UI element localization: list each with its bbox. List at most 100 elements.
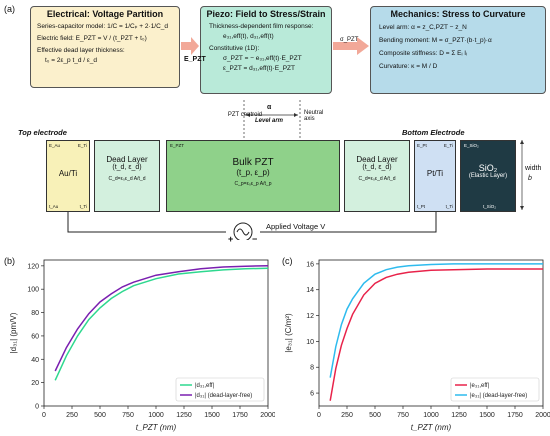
mechanics-line-3: Composite stiffness: D = Σ Eᵢ Iᵢ (379, 50, 468, 57)
layer-pt-ti-name: Pt/Ti (426, 169, 444, 178)
chart-c-legend-label-2: |e₃₁| (dead-layer-free) (470, 393, 527, 399)
layer-au-ti-br: t_Ti (79, 204, 87, 209)
top-electrode-label: Top electrode (18, 128, 67, 137)
circuit-wire (67, 212, 226, 233)
electrical-line-4: t₀ = 2ε_p t_d / ε_d (45, 57, 98, 64)
chart-e31: 0 250 500 750 1000 1250 1500 1750 2000 6 8 10 12 14 16… (284, 259, 550, 432)
layer-dead-bottom-sub: (t_d, ε_d) (362, 164, 392, 171)
panel-b-label: (b) (4, 256, 15, 266)
layer-pt-ti-br: t_Ti (445, 204, 453, 209)
layer-sio2-name: SiO₂ (478, 163, 498, 173)
chart-b-xtick-label: 1250 (176, 412, 192, 419)
layer-dead-bottom: Dead Layer (t_d, ε_d) C_d=ε₀ε_d A/t_d (344, 140, 410, 212)
layer-bulk-pzt: E_PZT Bulk PZT (t_p, ε_p) C_p=ε₀ε_p A/t_… (166, 140, 340, 212)
chart-b-xtick-label: 500 (94, 412, 106, 419)
chart-b-xtick-label: 2000 (260, 412, 275, 419)
chart-c-series-1-line (329, 268, 543, 401)
chart-c-series-2-line (329, 263, 543, 378)
chart-b-xtick-label: 750 (122, 412, 134, 419)
arrow-label-sigma-pzt: σ_PZT (340, 37, 359, 43)
chart-b-ytick-label: 120 (27, 263, 39, 270)
layer-sio2-bl: t_SiO₂ (483, 204, 497, 209)
layer-pt-ti-bl: t_Pt (417, 204, 426, 209)
chart-b-xtick-label: 1750 (232, 412, 248, 419)
electrical-line-1: Series-capacitor model: 1/C = 1/Cₚ + 2·1… (37, 23, 169, 30)
piezo-box: Piezo: Field to Stress/Strain Thickness-… (200, 6, 332, 94)
layer-pt-ti-tl: E_Pt (417, 143, 427, 148)
chart-c-ytick-label: 10 (306, 339, 314, 346)
chart-b-xtick-label: 0 (42, 412, 46, 419)
piezo-line-3: Constitutive (1D): (209, 45, 260, 52)
chart-c-xtick-label: 750 (397, 412, 409, 419)
layer-bulk-pzt-formula: C_p=ε₀ε_p A/t_p (234, 181, 272, 187)
piezo-line-1: Thickness-dependent film response: (209, 23, 314, 30)
panel-a-label: (a) (4, 4, 15, 14)
layer-sio2: E_SiO₂ SiO₂ (Elastic Layer) t_SiO₂ (460, 140, 516, 212)
chart-c-xtick-label: 250 (341, 412, 353, 419)
layer-pt-ti-tr: E_Ti (443, 143, 453, 148)
chart-c-ylabel: |e₃₁| (C/m²) (284, 313, 293, 353)
layer-bulk-pzt-sub: (t_p, ε_p) (236, 168, 270, 177)
chart-c-xtick-label: 2000 (535, 412, 550, 419)
piezo-line-5: ε_PZT = d₃₁,eff(t)·E_PZT (223, 65, 295, 72)
level-arm-label: Level arm (255, 118, 284, 124)
layer-bulk-pzt-tl: E_PZT (170, 143, 185, 148)
layer-bulk-pzt-name: Bulk PZT (232, 157, 274, 168)
chart-c-ytick-label: 6 (310, 391, 314, 398)
bottom-electrode-label: Bottom Electrode (402, 128, 465, 137)
chart-b-legend-label-2: |d₃₁| (dead-layer-free) (195, 393, 252, 399)
layer-au-ti-name: Au/Ti (58, 169, 78, 178)
plus-sign: + (228, 234, 234, 244)
chart-c-xtick-label: 1500 (479, 412, 495, 419)
panel-c-label: (c) (282, 256, 293, 266)
chart-c-ytick-label: 12 (306, 313, 314, 320)
arrow-piezo-to-mechanics (333, 37, 369, 55)
chart-c-xtick-label: 1750 (507, 412, 523, 419)
chart-b-legend-label-1: |d₃₁,eff| (195, 383, 215, 389)
chart-c-legend (450, 377, 540, 402)
piezo-title: Piezo: Field to Stress/Strain (206, 9, 326, 19)
mechanics-line-2: Bending moment: M = σ_PZT·(b·t_p)·α (379, 37, 492, 44)
chart-c-ytick-label: 14 (306, 287, 314, 294)
chart-b-xtick-label: 1000 (148, 412, 164, 419)
arrow-electrical-to-piezo (181, 37, 199, 55)
pzt-centroid-label: PZT centroid (227, 112, 263, 118)
layer-au-ti: E_Au E_Ti Au/Ti t_Au t_Ti (46, 140, 90, 212)
layer-sio2-sub: (Elastic Layer) (468, 173, 508, 179)
chart-c-xtick-label: 500 (369, 412, 381, 419)
width-label: width (525, 165, 542, 172)
mechanics-line-4: Curvature: κ = M / D (379, 63, 438, 70)
layer-au-ti-tl: E_Au (49, 143, 61, 148)
layer-dead-top-formula: C_d=ε₀ε_d A/t_d (108, 176, 146, 182)
chart-d31: 0 250 500 750 1000 1250 1500 1750 2000 0 20 40 60 80 1… (9, 259, 275, 432)
layer-dead-top: Dead Layer (t_d, ε_d) C_d=ε₀ε_d A/t_d (94, 140, 160, 212)
layer-pt-ti: E_Pt E_Ti Pt/Ti t_Pt t_Ti (414, 140, 456, 212)
diagram-arrows (67, 37, 524, 240)
layer-dead-bottom-formula: C_d=ε₀ε_d A/t_d (358, 176, 396, 182)
chart-c-xtick-label: 0 (317, 412, 321, 419)
neutral-axis-label: Neutral axis (304, 110, 324, 122)
layer-au-ti-bl: t_Au (49, 204, 59, 209)
mechanics-box: Mechanics: Stress to Curvature Level arm… (370, 6, 546, 94)
layer-sio2-tl: E_SiO₂ (464, 143, 479, 148)
layer-au-ti-tr: E_Ti (77, 143, 87, 148)
chart-b-ylabel: |d₃₁| (pm/V) (9, 312, 18, 353)
chart-c-legend-label-1: |e₃₁,eff| (470, 383, 490, 389)
alpha-label: α (267, 104, 272, 111)
applied-voltage-label: Applied Voltage V (266, 222, 326, 231)
chart-b-ytick-label: 0 (35, 404, 39, 411)
chart-c-xtick-label: 1000 (423, 412, 439, 419)
chart-b-xtick-label: 250 (66, 412, 78, 419)
layer-dead-top-name: Dead Layer (106, 155, 148, 164)
electrical-box: Electrical: Voltage Partition Series-cap… (30, 6, 180, 88)
chart-c-xtick-label: 1250 (451, 412, 467, 419)
chart-b-series-2-line (54, 265, 269, 372)
layer-dead-bottom-name: Dead Layer (356, 155, 398, 164)
chart-c-xlabel: t_PZT (nm) (411, 423, 452, 432)
chart-b-ytick-label: 40 (31, 357, 39, 364)
chart-c-ytick-label: 16 (306, 261, 314, 268)
electrical-line-2: Electric field: E_PZT = V / (t_PZT + t₀) (37, 35, 147, 42)
chart-b-ytick-label: 60 (31, 333, 39, 340)
piezo-line-4: σ_PZT = − e₃₁,eff(t)·E_PZT (223, 55, 302, 62)
chart-b-legend (175, 377, 265, 402)
